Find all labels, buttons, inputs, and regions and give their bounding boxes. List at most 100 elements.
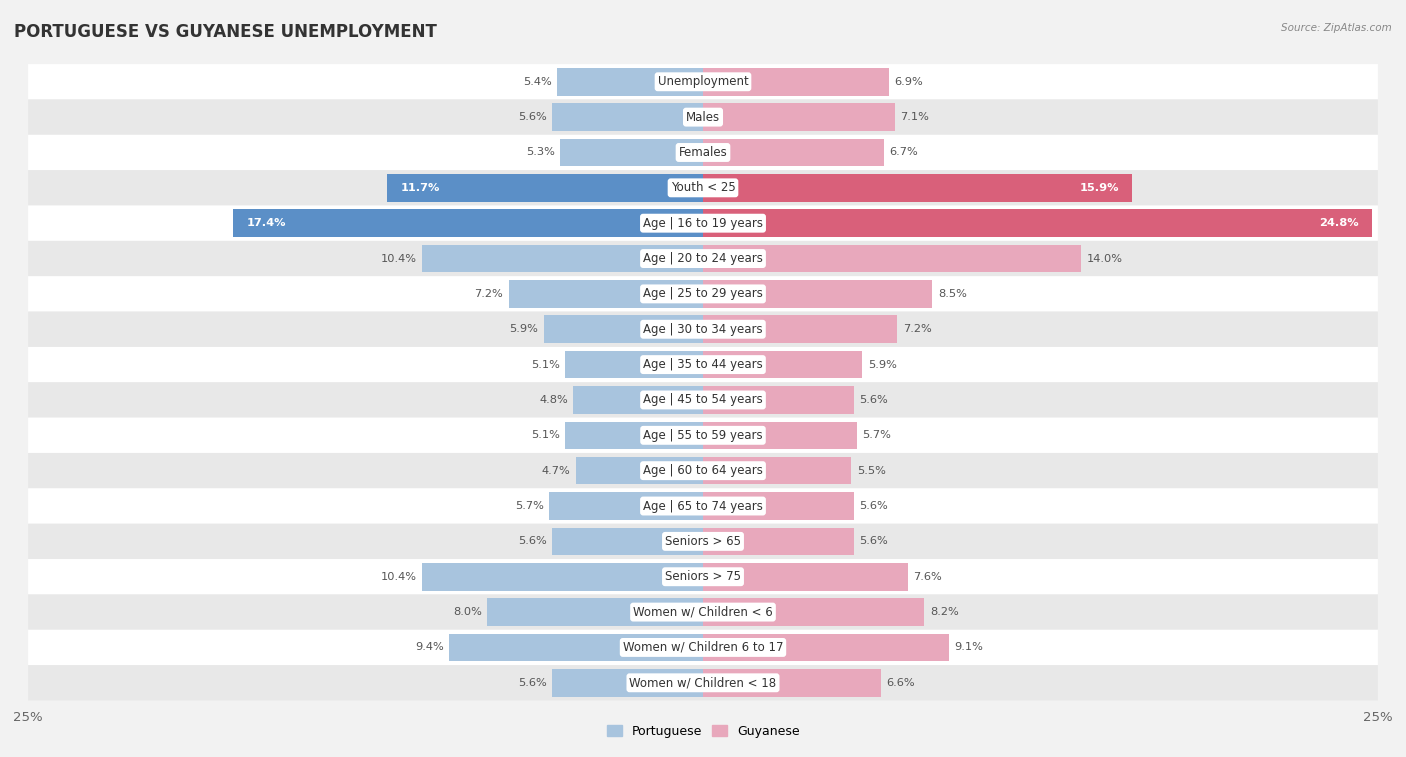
Bar — [703, 68, 889, 95]
Text: 5.6%: 5.6% — [517, 112, 547, 122]
Text: Age | 25 to 29 years: Age | 25 to 29 years — [643, 288, 763, 301]
Bar — [703, 634, 949, 661]
Text: 14.0%: 14.0% — [1087, 254, 1122, 263]
Text: 5.6%: 5.6% — [517, 537, 547, 547]
Text: 6.9%: 6.9% — [894, 76, 924, 87]
Bar — [703, 669, 882, 696]
FancyBboxPatch shape — [28, 418, 1378, 453]
Bar — [703, 457, 852, 484]
Bar — [387, 174, 703, 201]
Bar — [703, 386, 855, 414]
FancyBboxPatch shape — [28, 135, 1378, 170]
Bar — [550, 492, 703, 520]
Text: Age | 30 to 34 years: Age | 30 to 34 years — [643, 322, 763, 336]
FancyBboxPatch shape — [28, 382, 1378, 418]
Text: 7.6%: 7.6% — [914, 572, 942, 581]
FancyBboxPatch shape — [28, 524, 1378, 559]
Text: 5.6%: 5.6% — [859, 537, 889, 547]
FancyBboxPatch shape — [28, 665, 1378, 700]
Text: Age | 55 to 59 years: Age | 55 to 59 years — [643, 428, 763, 442]
Text: 5.4%: 5.4% — [523, 76, 551, 87]
Text: Women w/ Children < 6: Women w/ Children < 6 — [633, 606, 773, 618]
Text: 5.6%: 5.6% — [517, 678, 547, 688]
Text: 5.6%: 5.6% — [859, 395, 889, 405]
Text: Unemployment: Unemployment — [658, 75, 748, 89]
Bar — [703, 139, 884, 167]
Text: Age | 65 to 74 years: Age | 65 to 74 years — [643, 500, 763, 512]
Bar — [576, 457, 703, 484]
FancyBboxPatch shape — [28, 99, 1378, 135]
Bar — [703, 492, 855, 520]
Text: 10.4%: 10.4% — [381, 254, 416, 263]
Text: 17.4%: 17.4% — [247, 218, 287, 228]
FancyBboxPatch shape — [28, 312, 1378, 347]
FancyBboxPatch shape — [28, 241, 1378, 276]
Bar — [565, 422, 703, 449]
Text: 24.8%: 24.8% — [1319, 218, 1360, 228]
Bar — [703, 350, 862, 378]
Bar — [557, 68, 703, 95]
Bar — [703, 563, 908, 590]
FancyBboxPatch shape — [28, 453, 1378, 488]
Bar — [574, 386, 703, 414]
Text: 8.0%: 8.0% — [453, 607, 482, 617]
Bar — [560, 139, 703, 167]
FancyBboxPatch shape — [28, 276, 1378, 312]
Text: Age | 60 to 64 years: Age | 60 to 64 years — [643, 464, 763, 477]
Text: 6.7%: 6.7% — [889, 148, 918, 157]
Text: 4.8%: 4.8% — [540, 395, 568, 405]
Text: Source: ZipAtlas.com: Source: ZipAtlas.com — [1281, 23, 1392, 33]
FancyBboxPatch shape — [28, 630, 1378, 665]
Bar — [450, 634, 703, 661]
FancyBboxPatch shape — [28, 205, 1378, 241]
Bar — [703, 422, 856, 449]
Text: 7.2%: 7.2% — [474, 289, 503, 299]
Bar — [703, 280, 932, 307]
Text: 10.4%: 10.4% — [381, 572, 416, 581]
Text: 8.5%: 8.5% — [938, 289, 967, 299]
Text: 5.1%: 5.1% — [531, 360, 560, 369]
Text: PORTUGUESE VS GUYANESE UNEMPLOYMENT: PORTUGUESE VS GUYANESE UNEMPLOYMENT — [14, 23, 437, 41]
Text: 5.7%: 5.7% — [515, 501, 544, 511]
Text: Age | 45 to 54 years: Age | 45 to 54 years — [643, 394, 763, 407]
Text: Seniors > 65: Seniors > 65 — [665, 535, 741, 548]
Text: 5.6%: 5.6% — [859, 501, 889, 511]
Text: 11.7%: 11.7% — [401, 183, 440, 193]
FancyBboxPatch shape — [28, 488, 1378, 524]
Text: 5.5%: 5.5% — [856, 466, 886, 475]
Bar — [509, 280, 703, 307]
Text: 5.3%: 5.3% — [526, 148, 554, 157]
Text: 5.9%: 5.9% — [509, 324, 538, 335]
Bar — [544, 316, 703, 343]
Bar — [565, 350, 703, 378]
Text: 6.6%: 6.6% — [887, 678, 915, 688]
Text: 7.1%: 7.1% — [900, 112, 929, 122]
Bar — [703, 528, 855, 555]
Bar — [703, 210, 1372, 237]
Bar — [551, 104, 703, 131]
Bar — [233, 210, 703, 237]
Text: Seniors > 75: Seniors > 75 — [665, 570, 741, 583]
Legend: Portuguese, Guyanese: Portuguese, Guyanese — [602, 720, 804, 743]
Bar — [703, 104, 894, 131]
Text: Males: Males — [686, 111, 720, 123]
Text: Women w/ Children < 18: Women w/ Children < 18 — [630, 676, 776, 690]
Text: 5.1%: 5.1% — [531, 430, 560, 441]
Text: Age | 20 to 24 years: Age | 20 to 24 years — [643, 252, 763, 265]
Text: Females: Females — [679, 146, 727, 159]
Bar — [703, 245, 1081, 273]
FancyBboxPatch shape — [28, 170, 1378, 205]
Bar — [703, 598, 924, 626]
Text: 9.1%: 9.1% — [955, 643, 983, 653]
Bar — [703, 316, 897, 343]
Text: 5.9%: 5.9% — [868, 360, 897, 369]
Text: Age | 35 to 44 years: Age | 35 to 44 years — [643, 358, 763, 371]
Bar — [422, 563, 703, 590]
Text: 4.7%: 4.7% — [541, 466, 571, 475]
Text: Women w/ Children 6 to 17: Women w/ Children 6 to 17 — [623, 641, 783, 654]
Text: 9.4%: 9.4% — [415, 643, 444, 653]
Bar — [422, 245, 703, 273]
Bar — [486, 598, 703, 626]
Text: 7.2%: 7.2% — [903, 324, 932, 335]
Text: 5.7%: 5.7% — [862, 430, 891, 441]
